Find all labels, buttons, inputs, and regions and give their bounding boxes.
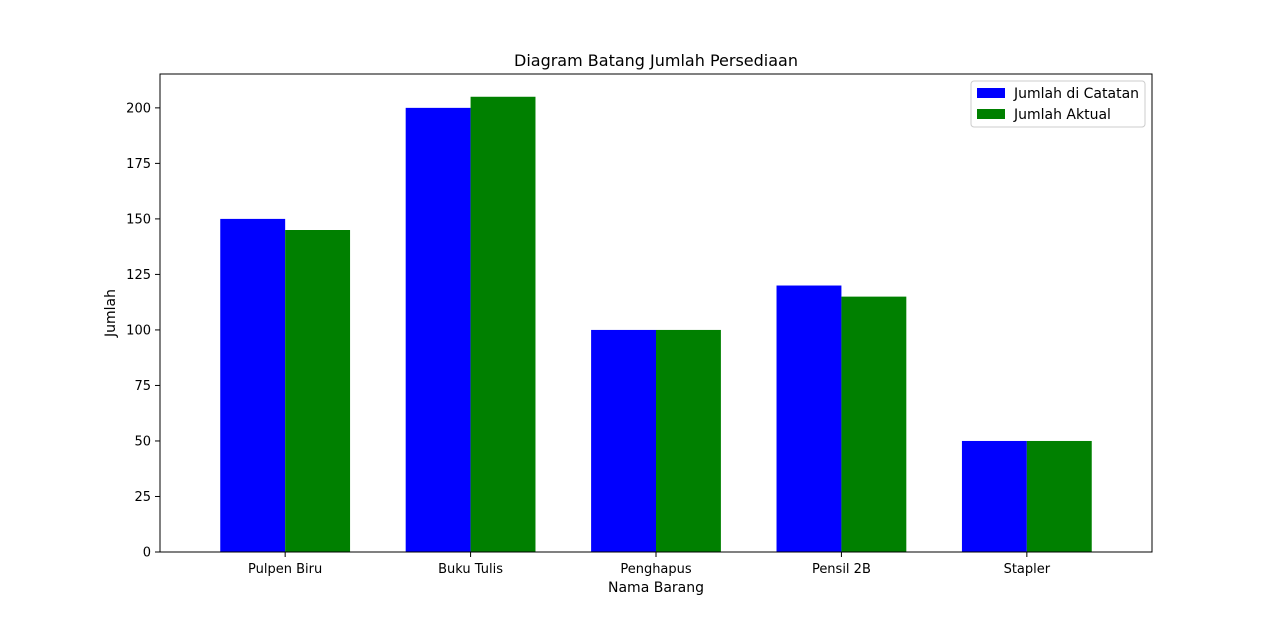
bar-aktual-1	[470, 96, 536, 552]
bar-catatan-2	[591, 329, 656, 552]
bar-aktual-3	[841, 296, 907, 552]
legend-label: Jumlah di Catatan	[1013, 86, 1139, 102]
y-tick-label: 50	[134, 434, 151, 449]
x-tick-label: Stapler	[1004, 562, 1051, 577]
legend-swatch	[977, 109, 1005, 119]
plot-frame	[159, 73, 1153, 553]
bar-catatan-3	[776, 285, 842, 552]
legend-box	[970, 80, 1146, 128]
y-tick-label: 75	[134, 379, 151, 394]
x-tick-label: Pulpen Biru	[248, 562, 322, 577]
y-tick-label: 100	[126, 323, 151, 338]
y-tick-label: 175	[126, 157, 151, 172]
bar-catatan-0	[220, 218, 286, 552]
bar-aktual-4	[1026, 440, 1092, 552]
y-tick-label: 25	[134, 490, 151, 505]
legend: Jumlah di Catatan Jumlah Aktual	[970, 80, 1146, 128]
x-axis-label: Nama Barang	[608, 580, 704, 596]
y-tick-label: 200	[126, 101, 151, 116]
legend-swatch	[977, 88, 1005, 98]
x-axis-ticks: Pulpen Biru Buku Tulis Penghapus Pensil 2B S…	[248, 552, 1051, 577]
chart-title: Diagram Batang Jumlah Persediaan	[514, 51, 798, 70]
legend-label: Jumlah Aktual	[1013, 107, 1111, 123]
y-tick-label: 125	[126, 268, 151, 283]
bars-layer	[220, 96, 1092, 553]
x-tick-label: Pensil 2B	[812, 562, 871, 577]
bar-aktual-0	[285, 230, 351, 552]
x-tick-label: Penghapus	[620, 562, 692, 577]
bar-aktual-2	[656, 329, 721, 552]
bar-catatan-4	[961, 440, 1027, 552]
y-axis-ticks: 0 25 50 75 100 125 150 175 200	[126, 101, 160, 561]
y-tick-label: 0	[143, 546, 151, 561]
y-axis-label: Jumlah	[103, 289, 119, 338]
y-tick-label: 150	[126, 212, 151, 227]
x-tick-label: Buku Tulis	[438, 562, 503, 577]
bar-catatan-1	[405, 107, 471, 553]
